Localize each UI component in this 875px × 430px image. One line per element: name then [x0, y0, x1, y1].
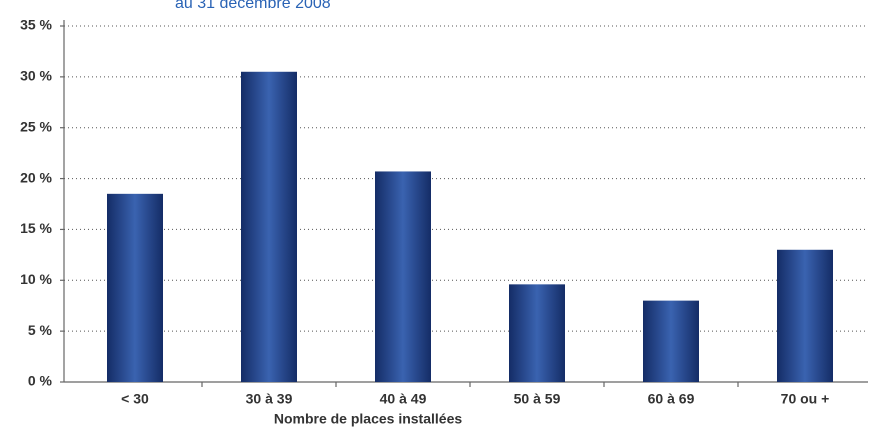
y-tick-label: 15 %	[20, 220, 52, 236]
x-tick-label: 30 à 39	[246, 391, 293, 407]
y-tick-label: 25 %	[20, 118, 52, 134]
x-tick-label: < 30	[121, 391, 149, 407]
bar	[107, 193, 163, 382]
bar	[509, 284, 565, 382]
bar	[375, 171, 431, 382]
x-tick-label: 60 à 69	[648, 391, 695, 407]
x-tick-label: 70 ou +	[781, 391, 830, 407]
y-tick-label: 0 %	[28, 373, 53, 389]
y-tick-label: 30 %	[20, 68, 52, 84]
x-tick-label: 40 à 49	[380, 391, 427, 407]
bar	[241, 71, 297, 383]
x-axis-label: Nombre de places installées	[274, 411, 463, 427]
bar	[777, 249, 833, 382]
y-tick-label: 5 %	[28, 322, 53, 338]
y-tick-label: 20 %	[20, 169, 52, 185]
bar	[643, 300, 699, 382]
y-tick-label: 35 %	[20, 17, 52, 33]
x-tick-label: 50 à 59	[514, 391, 561, 407]
y-tick-label: 10 %	[20, 271, 52, 287]
chart-title: au 31 décembre 2008	[175, 0, 331, 12]
